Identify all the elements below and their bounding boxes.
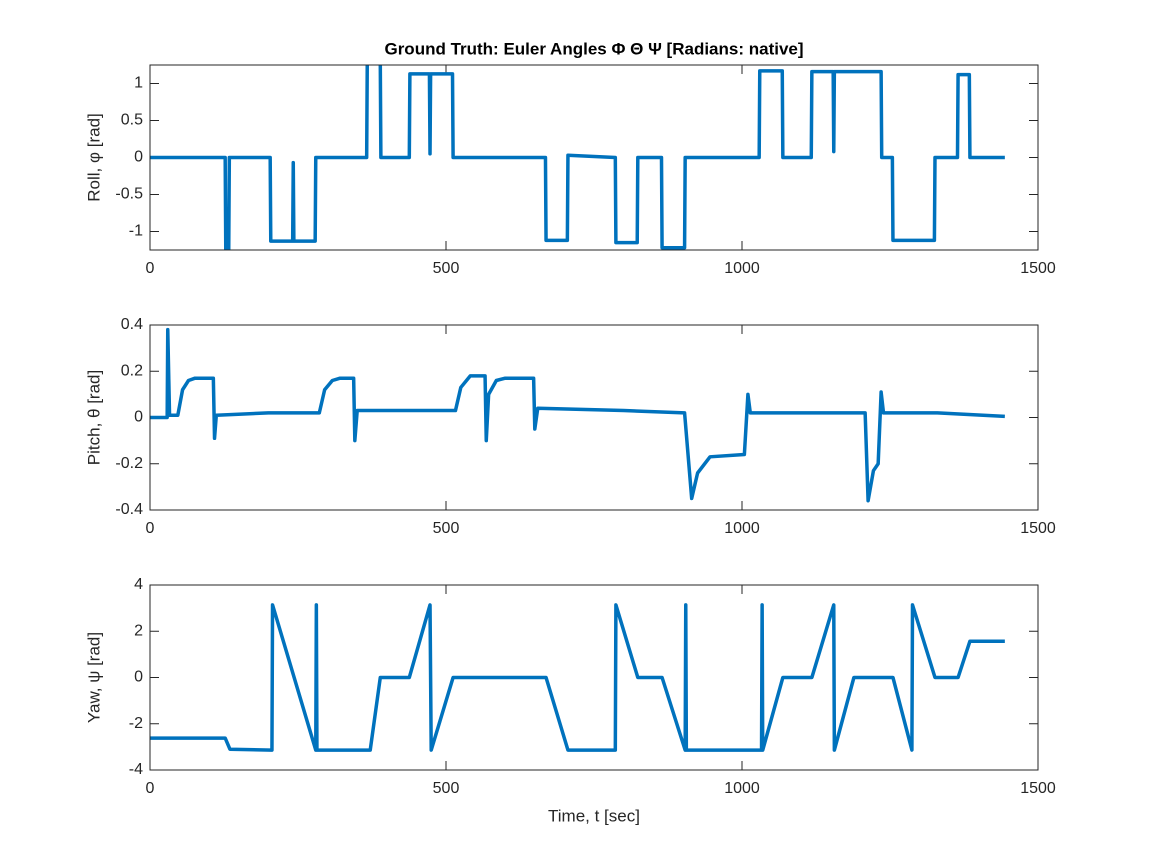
x-tick-label: 1000	[724, 260, 760, 277]
plot-area	[150, 325, 1038, 510]
x-tick-label: 1500	[1020, 260, 1056, 277]
y-tick-label: 0.2	[121, 362, 143, 379]
x-tick-label: 1000	[724, 520, 760, 537]
x-tick-label: 500	[433, 260, 460, 277]
y-tick-label: 0	[134, 669, 143, 686]
axes-box	[149, 64, 1039, 251]
y-tick-label: 2	[134, 622, 143, 639]
x-tick-label: 500	[433, 520, 460, 537]
y-tick-label: 0	[134, 149, 143, 166]
x-axis-label: Time, t [sec]	[548, 806, 640, 825]
y-tick-label: -0.4	[115, 501, 143, 518]
axes-box	[149, 324, 1039, 511]
x-tick-label: 0	[146, 260, 155, 277]
y-tick-label: -0.5	[115, 186, 143, 203]
y-tick-label: -4	[129, 761, 143, 778]
y-tick-label: -1	[129, 223, 143, 240]
x-tick-label: 0	[146, 520, 155, 537]
y-axis-label: Pitch, θ [rad]	[84, 370, 103, 465]
chart-title: Ground Truth: Euler Angles Φ Θ Ψ [Radian…	[384, 39, 803, 58]
x-tick-label: 1500	[1020, 520, 1056, 537]
y-tick-label: 0	[134, 409, 143, 426]
x-tick-label: 1500	[1020, 780, 1056, 797]
plot-area	[150, 585, 1038, 770]
axes-box	[149, 584, 1039, 771]
y-axis-label: Roll, φ [rad]	[84, 113, 103, 202]
y-tick-label: 0.5	[121, 112, 143, 129]
data-line	[150, 65, 1005, 250]
y-tick-label: 1	[134, 75, 143, 92]
y-axis-label: Yaw, ψ [rad]	[84, 632, 103, 723]
y-tick-label: 4	[134, 576, 143, 593]
data-line	[150, 327, 1005, 503]
x-tick-label: 500	[433, 780, 460, 797]
x-tick-label: 0	[146, 780, 155, 797]
y-tick-label: -2	[129, 715, 143, 732]
y-tick-label: -0.2	[115, 455, 143, 472]
data-line	[150, 603, 1005, 752]
y-tick-label: 0.4	[121, 316, 143, 333]
x-tick-label: 1000	[724, 780, 760, 797]
